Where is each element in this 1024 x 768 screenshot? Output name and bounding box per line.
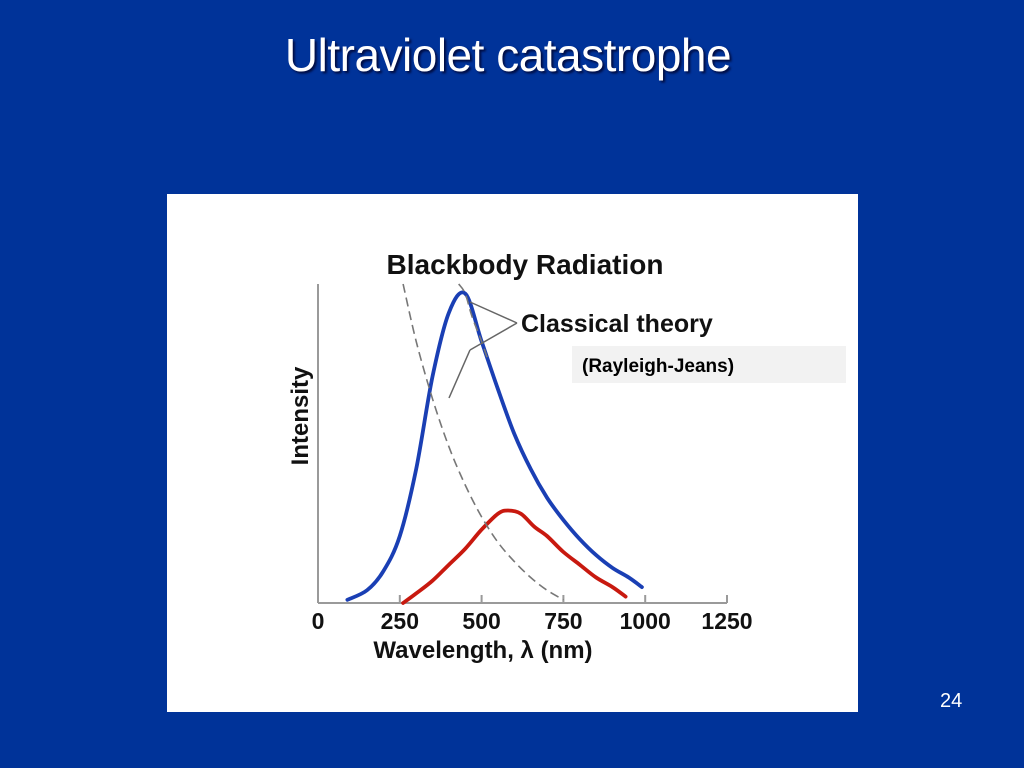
page-number: 24 — [940, 690, 963, 712]
x-tick-label: 1250 — [701, 608, 752, 634]
x-tick-label: 750 — [544, 608, 582, 634]
chart-figure: Blackbody Radiation 0 250 500 750 1000 1250 I… — [167, 194, 858, 712]
blackbody-chart: Blackbody Radiation 0 250 500 750 1000 1250 I… — [287, 249, 753, 664]
slide-title: Ultraviolet catastrophe — [284, 29, 732, 81]
rayleigh-jeans-box: (Rayleigh-Jeans) — [572, 346, 846, 383]
x-tick-label: 500 — [462, 608, 500, 634]
series-layer — [345, 283, 644, 605]
classical-dashed-curve-2 — [458, 283, 489, 361]
x-tick-label: 1000 — [620, 608, 671, 634]
annotation-classical-theory: Classical theory — [521, 310, 713, 338]
annotation-rayleigh-jeans: (Rayleigh-Jeans) — [582, 356, 735, 377]
annotation-pointer — [448, 301, 518, 399]
classical-dashed-curve-1 — [402, 283, 564, 601]
blue-curve — [345, 290, 644, 602]
chart-title: Blackbody Radiation — [387, 249, 664, 280]
x-axis-label: Wavelength, λ (nm) — [373, 637, 592, 664]
x-tick-label: 250 — [381, 608, 419, 634]
red-curve — [401, 508, 628, 605]
y-axis-label: Intensity — [287, 366, 314, 465]
x-tick-labels: 0 250 500 750 1000 1250 — [312, 608, 753, 634]
x-tick-label: 0 — [312, 608, 325, 634]
x-tick-marks — [317, 595, 728, 603]
